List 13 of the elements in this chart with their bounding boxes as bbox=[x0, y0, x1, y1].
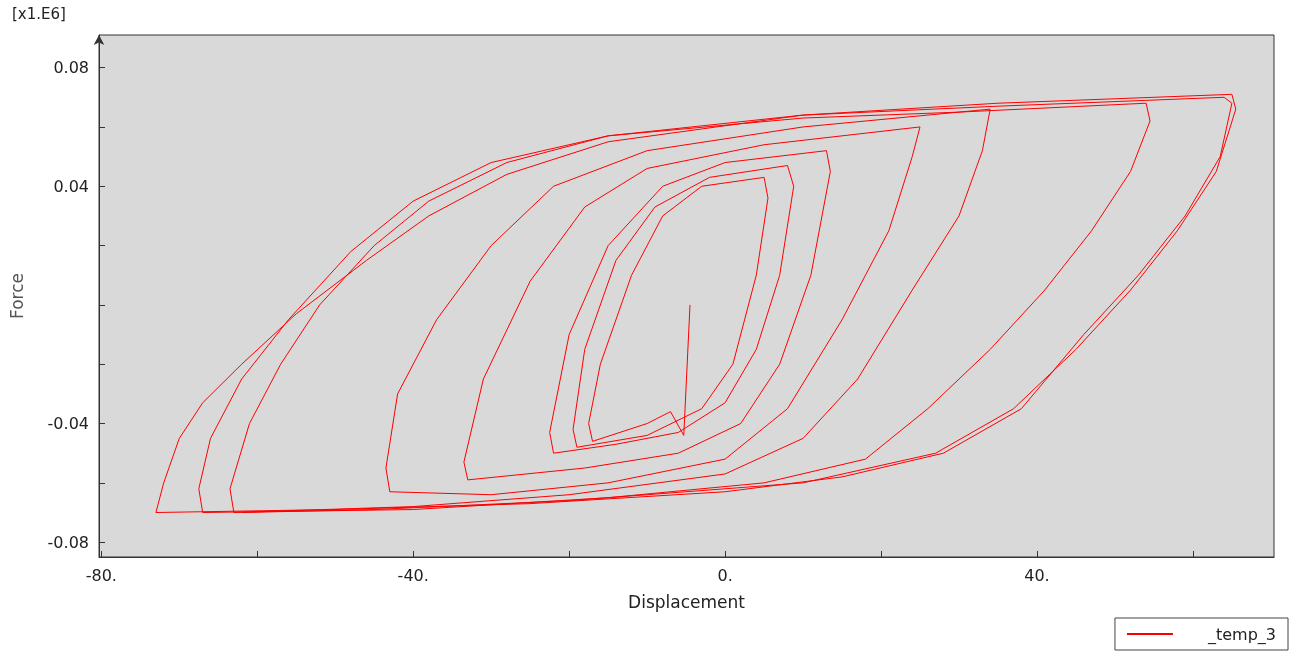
line-series bbox=[155, 93, 1237, 514]
text: [x1.E6] bbox=[12, 4, 66, 23]
y-tick-label: -0.04 bbox=[47, 414, 89, 434]
x-tick-label: 40. bbox=[1024, 565, 1050, 585]
y-tick-label: 0.08 bbox=[53, 58, 89, 78]
legend-label: _temp_3 bbox=[1206, 624, 1277, 645]
x-axis-title: Displacement bbox=[628, 591, 746, 612]
y-tick-label: -0.08 bbox=[47, 532, 89, 552]
y-axis-title: Force bbox=[6, 273, 27, 319]
x-tick-label: 0. bbox=[717, 565, 733, 585]
x-tick-label: -80. bbox=[85, 565, 117, 585]
y-tick-label: 0.04 bbox=[53, 176, 89, 196]
x-tick-label: -40. bbox=[397, 565, 429, 585]
